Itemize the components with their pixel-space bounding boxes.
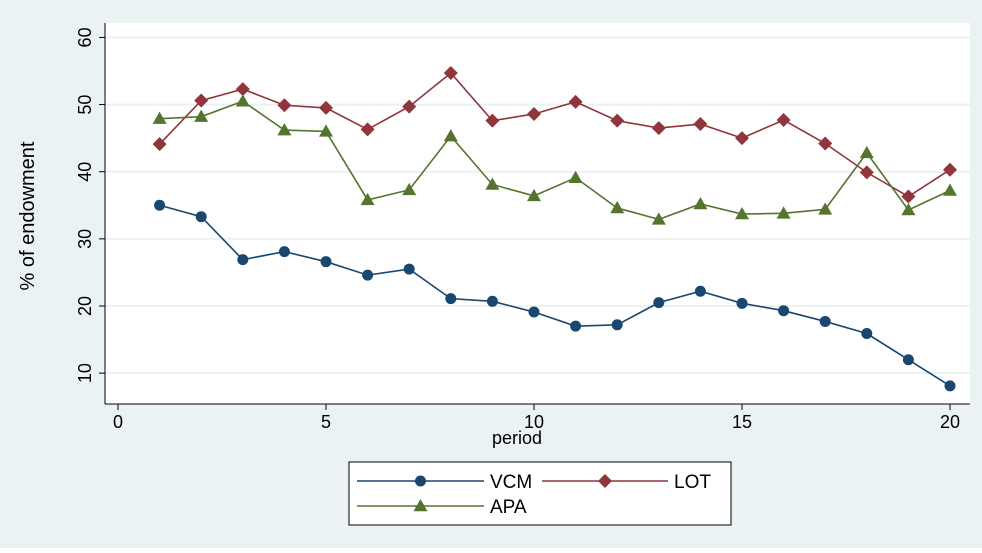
data-point-lot-20 — [943, 162, 957, 177]
data-point-lot-15 — [735, 131, 749, 146]
legend: VCM LOT APA — [348, 461, 732, 526]
data-point-lot-8 — [443, 66, 458, 81]
data-point-lot-9 — [485, 113, 500, 128]
data-point-lot-16 — [776, 113, 791, 128]
x-tick-label-0: 0 — [113, 412, 123, 432]
data-point-vcm-8 — [445, 293, 457, 305]
x-tick-label-20: 20 — [940, 412, 960, 432]
legend-label-lot: LOT — [674, 472, 711, 493]
data-point-lot-7 — [402, 99, 417, 114]
series-line-lot — [159, 71, 951, 198]
data-point-apa-7 — [402, 182, 417, 196]
series-vcm — [154, 199, 956, 392]
series-line-apa — [159, 100, 951, 221]
data-point-lot-12 — [610, 113, 625, 128]
data-point-lot-3 — [235, 82, 250, 97]
y-tick-label-60: 60 — [75, 27, 95, 47]
x-tick-label-15: 15 — [732, 412, 752, 432]
legend-box — [348, 461, 732, 526]
x-axis-label: period — [492, 428, 542, 448]
data-point-apa-14 — [693, 196, 708, 210]
x-tick-label-10: 10 — [524, 412, 544, 432]
data-point-lot-14 — [693, 117, 708, 132]
series-line-vcm — [159, 204, 951, 387]
data-point-apa-8 — [443, 129, 458, 142]
series-lot — [152, 66, 957, 204]
y-axis-label: % of endowment — [17, 141, 39, 290]
legend-marker-lot — [598, 474, 612, 488]
data-point-apa-4 — [277, 123, 292, 136]
data-point-vcm-17 — [819, 315, 831, 327]
data-point-apa-16 — [776, 206, 791, 219]
legend-label-apa: APA — [490, 497, 527, 518]
data-point-apa-10 — [527, 188, 541, 202]
data-point-lot-4 — [277, 98, 292, 113]
axes: 10 20 30 40 50 60 0 5 10 15 20 — [75, 23, 970, 432]
plot-area — [105, 23, 970, 404]
data-point-vcm-14 — [694, 285, 706, 297]
data-point-apa-18 — [859, 145, 874, 159]
grid-lines — [105, 36, 970, 375]
data-point-lot-19 — [901, 189, 916, 204]
y-tick-label-50: 50 — [75, 95, 95, 115]
y-tick-label-20: 20 — [75, 296, 95, 316]
data-point-apa-6 — [360, 192, 375, 206]
data-point-vcm-13 — [653, 297, 665, 309]
data-point-vcm-19 — [902, 354, 914, 366]
data-point-vcm-1 — [154, 199, 166, 211]
legend-items: VCM LOT APA — [357, 472, 711, 518]
y-tick-label-10: 10 — [75, 363, 95, 383]
data-point-vcm-10 — [528, 306, 540, 318]
data-point-lot-17 — [818, 136, 833, 151]
data-point-lot-11 — [568, 94, 583, 109]
data-point-apa-15 — [735, 207, 749, 220]
data-point-vcm-5 — [320, 256, 332, 268]
data-point-apa-3 — [235, 94, 250, 107]
data-point-lot-13 — [651, 121, 666, 136]
data-point-lot-5 — [319, 100, 333, 115]
data-point-lot-2 — [194, 93, 209, 108]
data-point-vcm-20 — [944, 380, 956, 392]
y-tick-label-30: 30 — [75, 229, 95, 249]
series-apa — [152, 94, 957, 225]
data-point-vcm-16 — [778, 305, 790, 317]
data-point-vcm-6 — [362, 269, 374, 281]
data-point-apa-11 — [568, 170, 583, 184]
data-point-apa-20 — [943, 183, 957, 196]
x-tick-label-5: 5 — [321, 412, 331, 432]
data-point-apa-2 — [194, 109, 209, 122]
y-tick-label-40: 40 — [75, 162, 95, 182]
series-layer — [152, 66, 957, 392]
data-point-apa-5 — [319, 124, 333, 137]
data-point-apa-9 — [485, 177, 500, 190]
data-point-vcm-9 — [486, 295, 498, 307]
data-point-vcm-15 — [736, 297, 748, 309]
data-point-apa-12 — [610, 200, 625, 214]
legend-marker-vcm — [415, 475, 426, 487]
data-point-vcm-18 — [861, 328, 873, 340]
data-point-vcm-11 — [570, 320, 582, 332]
data-point-vcm-4 — [278, 246, 290, 258]
data-point-lot-1 — [152, 137, 167, 152]
data-point-vcm-2 — [195, 211, 207, 223]
data-point-apa-19 — [901, 202, 916, 216]
data-point-apa-17 — [818, 202, 833, 215]
data-point-apa-1 — [152, 111, 167, 124]
data-point-apa-13 — [651, 212, 666, 225]
data-point-vcm-3 — [237, 254, 249, 266]
legend-marker-apa — [413, 499, 428, 512]
data-point-vcm-7 — [403, 263, 415, 275]
data-point-lot-10 — [527, 106, 541, 121]
data-point-vcm-12 — [611, 319, 623, 331]
legend-label-vcm: VCM — [490, 472, 532, 493]
data-point-lot-18 — [859, 165, 874, 180]
data-point-lot-6 — [360, 122, 375, 137]
